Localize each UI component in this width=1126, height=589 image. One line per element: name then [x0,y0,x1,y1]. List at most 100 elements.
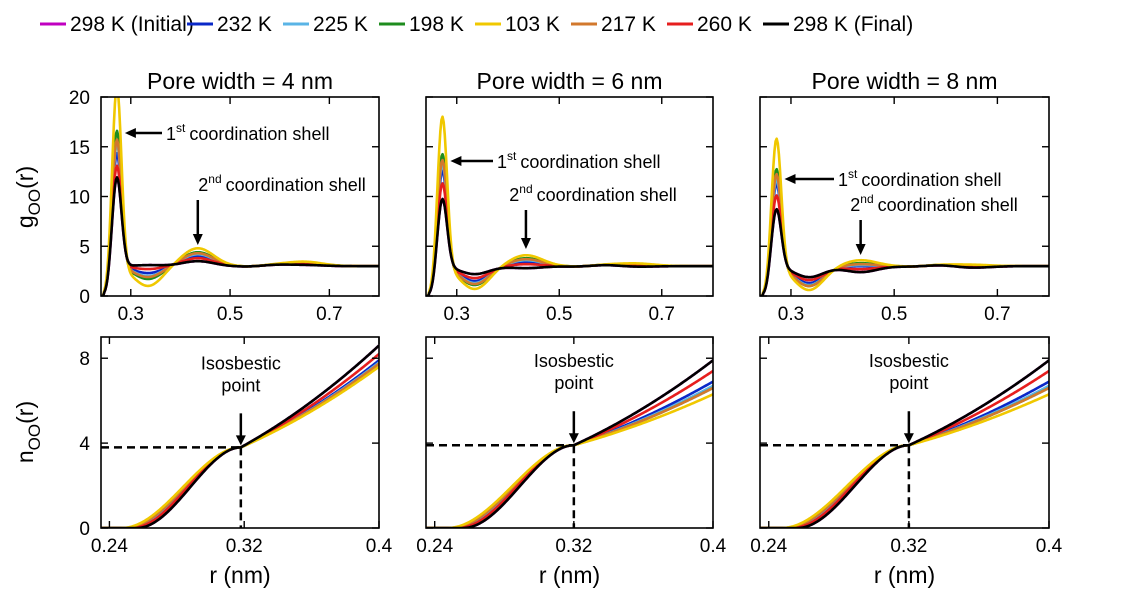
top-y-axis-label-tail: (r) [12,166,38,189]
top-y-axis-label-text: gOO(r) [12,166,44,228]
x-tick-label: 0.7 [984,304,1010,325]
legend-label: 198 K [409,13,464,36]
series-line [426,369,713,528]
y-tick-label: 5 [79,237,90,258]
first-shell-num: 1 [166,124,176,144]
isosbestic-label-line2: point [554,373,593,393]
plot-frame [100,336,380,529]
x-tick-label: 0.7 [649,304,675,325]
series-group [426,115,713,296]
first-shell-sup: st [176,121,186,135]
rdf-panel: 0.3 0.5 0.7 Pore width = 6 nm [425,68,714,325]
x-tick-label: 0.24 [750,536,787,557]
isosbestic-arrowhead [568,433,579,444]
first-shell-num: 1 [497,152,507,172]
second-shell-text: coordination shell [226,175,366,195]
x-tick-label: 0.5 [217,304,243,325]
bottom-y-axis-label: nOO(r) [12,401,44,463]
second-shell-text: coordination shell [878,195,1018,215]
series-line [760,369,1049,528]
second-shell-num: 2 [850,195,860,215]
x-tick-label: 0.4 [700,536,727,557]
second-shell-label: 2nd coordination shell [509,182,676,205]
legend-label: 217 K [601,13,656,36]
rdf-panel: 0.3 0.5 0.7 0 5 10 15 20 Pore width = 4 nm [69,68,380,325]
first-shell-text: coordination shell [189,124,329,144]
bottom-y-axis-label-text: nOO(r) [12,401,44,463]
y-tick-label: 0 [79,519,90,540]
y-tick-label: 4 [79,434,90,455]
top-y-axis-label-main: g [12,215,38,228]
legend-label: 232 K [217,13,272,36]
isosbestic-label-line1: Isosbestic [201,353,281,373]
series-group [760,137,1049,296]
series-line [760,384,1049,528]
series-line [760,137,1049,296]
first-shell-arrowhead [784,174,796,184]
y-tick-label: 0 [79,287,90,308]
first-shell-label: 1st coordination shell [838,167,1001,190]
x-tick-label: 0.24 [416,536,453,557]
isosbestic-arrowhead [903,433,914,444]
x-tick-label: 0.3 [778,304,804,325]
y-tick-label: 20 [69,88,90,109]
first-shell-sup: st [848,167,858,181]
second-shell-sup: nd [519,182,532,196]
second-shell-arrowhead [192,234,203,245]
y-tick-label: 8 [79,349,90,370]
series-group [101,97,379,296]
second-shell-text: coordination shell [537,185,677,205]
first-shell-sup: st [507,149,517,163]
first-shell-arrowhead [124,128,136,138]
y-tick-label: 15 [69,138,90,159]
series-line [426,158,713,296]
panel-title: Pore width = 6 nm [476,68,662,94]
legend-label: 103 K [505,13,560,36]
plot-frame [425,336,714,529]
bottom-y-axis-label-main: n [12,450,38,463]
x-axis-label: r (nm) [539,562,600,588]
rdf-panel: 0.3 0.5 0.7 Pore width = 8 nm [759,68,1050,325]
panel-title: Pore width = 8 nm [811,68,997,94]
x-tick-label: 0.32 [890,536,927,557]
x-tick-label: 0.3 [118,304,144,325]
first-shell-text: coordination shell [520,152,660,172]
legend-label: 298 K (Initial) [70,13,194,36]
x-tick-label: 0.5 [881,304,907,325]
series-line [101,129,379,296]
isosbestic-arrowhead [235,435,246,446]
isosbestic-label-line1: Isosbestic [869,351,949,371]
shell-annotation: 1st coordination shell 2nd coordination she… [784,167,1018,255]
series-line [760,207,1049,296]
x-tick-label: 0.7 [316,304,342,325]
second-shell-sup: nd [860,192,873,206]
x-tick-label: 0.24 [91,536,128,557]
second-shell-arrowhead [855,244,866,255]
series-line [426,386,713,528]
plot-frame [759,336,1050,529]
top-y-axis-label: gOO(r) [12,166,44,228]
x-tick-label: 0.3 [444,304,470,325]
x-axis-label: r (nm) [874,562,935,588]
series-line [426,197,713,296]
isosbestic-label-line2: point [221,375,260,395]
second-shell-num: 2 [198,175,208,195]
isosbestic-label-line1: Isosbestic [534,351,614,371]
panel-title: Pore width = 4 nm [147,68,333,94]
top-y-axis-label-sub: OO [25,189,44,215]
series-line [426,384,713,528]
x-tick-label: 0.5 [546,304,572,325]
series-line [760,386,1049,528]
series-line [426,380,713,528]
x-tick-label: 0.4 [1036,536,1063,557]
first-shell-label: 1st coordination shell [166,121,329,144]
x-tick-label: 0.32 [555,536,592,557]
